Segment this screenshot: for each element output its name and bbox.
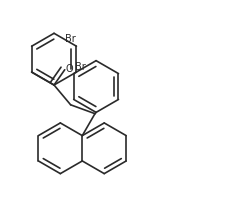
Text: Br: Br xyxy=(75,63,86,72)
Text: O: O xyxy=(66,64,74,74)
Text: Br: Br xyxy=(65,34,75,44)
